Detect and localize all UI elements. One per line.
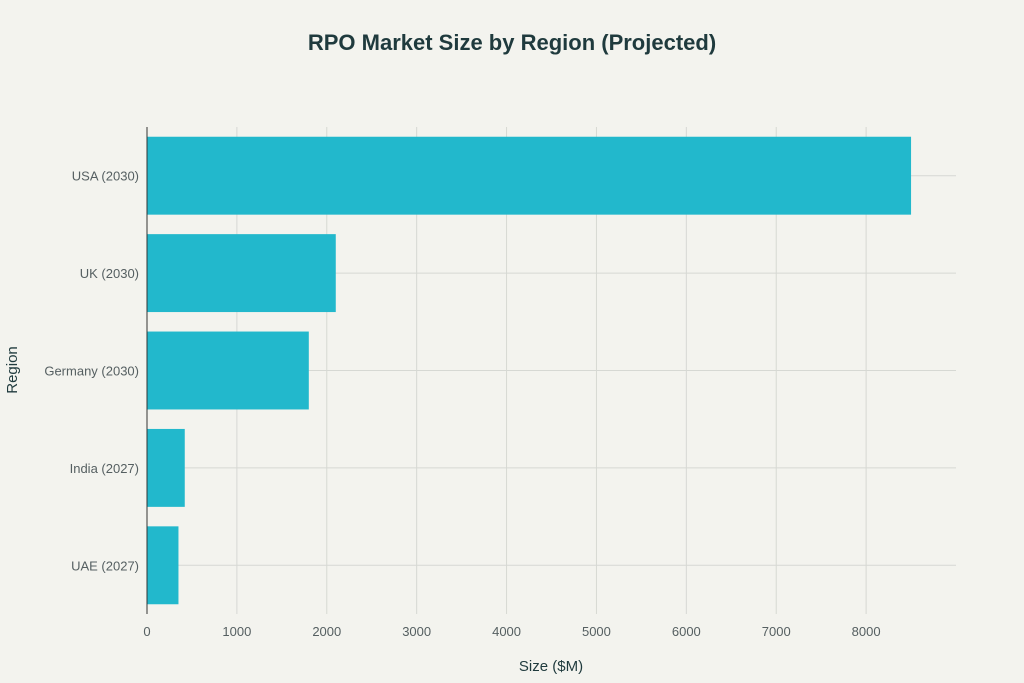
x-tick-label-0: 0	[143, 624, 150, 639]
x-tick-label-8: 8000	[852, 624, 881, 639]
bar-2[interactable]	[147, 331, 309, 410]
bar-3[interactable]	[147, 428, 185, 507]
x-tick-label-3: 3000	[402, 624, 431, 639]
x-tick-label-1: 1000	[222, 624, 251, 639]
y-tick-labels: USA (2030) UK (2030) Germany (2030) India (…	[44, 169, 139, 574]
bars-layer	[147, 136, 912, 605]
x-tick-label-6: 6000	[672, 624, 701, 639]
y-axis-title: Region	[4, 346, 21, 394]
x-tick-label-5: 5000	[582, 624, 611, 639]
bar-1[interactable]	[147, 234, 336, 313]
x-tick-labels: 0 1000 2000 3000 4000 5000 6000 7000 8000	[143, 624, 880, 639]
y-tick-label-2: Germany (2030)	[44, 364, 139, 379]
y-tick-label-4: UAE (2027)	[71, 558, 139, 573]
bar-0[interactable]	[147, 136, 912, 215]
x-tick-label-2: 2000	[312, 624, 341, 639]
y-tick-label-0: USA (2030)	[72, 169, 139, 184]
x-axis-title: Size ($M)	[519, 658, 583, 675]
x-tick-label-4: 4000	[492, 624, 521, 639]
chart-title: RPO Market Size by Region (Projected)	[308, 30, 716, 55]
y-tick-label-1: UK (2030)	[80, 266, 139, 281]
y-tick-label-3: India (2027)	[70, 461, 139, 476]
x-tick-label-7: 7000	[762, 624, 791, 639]
bar-4[interactable]	[147, 526, 179, 605]
